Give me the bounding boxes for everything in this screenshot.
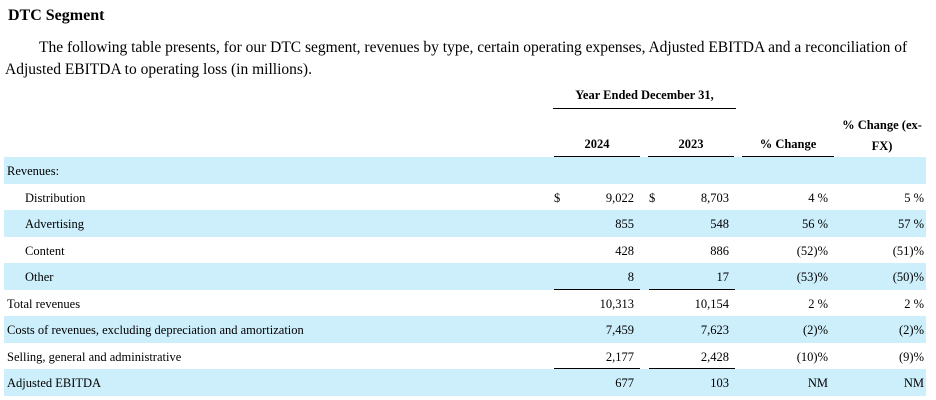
value-2023: 7,623 [700, 323, 729, 337]
currency-symbol: $ [649, 190, 656, 205]
value-pct-change-exfx: 5 % [904, 190, 924, 205]
value-2024: 9,022 [605, 190, 634, 205]
value-pct-change-exfx: (50)% [892, 270, 924, 284]
row-label: Advertising [25, 217, 85, 231]
table-row: Distribution $ 9,022 $ 8,703 4 % 5 % [4, 184, 926, 211]
subtotal-rule [554, 288, 640, 290]
column-header-pct-change: % Change [742, 137, 834, 157]
row-label: Total revenues [7, 296, 81, 311]
table-row: Adjusted EBITDA 677 103 NM NM [4, 369, 926, 396]
value-pct-change-exfx: 2 % [904, 296, 924, 311]
row-label: Content [25, 243, 65, 258]
table-row: Costs of revenues, excluding depreciatio… [4, 316, 926, 343]
value-pct-change: 56 % [801, 217, 828, 231]
table-row: Total revenues 10,313 10,154 2 % 2 % [4, 290, 926, 317]
row-label: Distribution [25, 190, 86, 205]
value-2023: 10,154 [694, 296, 729, 311]
value-pct-change-exfx: (2)% [899, 323, 924, 337]
value-pct-change-exfx: (9)% [899, 349, 924, 364]
value-2024: 8 [627, 270, 634, 284]
intro-paragraph: The following table presents, for our DT… [5, 37, 925, 81]
value-2024: 7,459 [605, 323, 634, 337]
value-pct-change: (53)% [796, 270, 828, 284]
value-pct-change: (10)% [796, 349, 828, 364]
column-header-pct-change-exfx: % Change (ex-FX) [838, 115, 926, 160]
column-header-2024: 2024 [554, 137, 640, 157]
value-2023: 103 [710, 376, 729, 390]
row-label: Revenues: [7, 164, 60, 178]
value-2024: 10,313 [599, 296, 634, 311]
currency-symbol: $ [554, 190, 561, 205]
financial-table: Revenues: Distribution $ 9,022 $ 8,703 4… [4, 157, 926, 396]
table-row: Revenues: [4, 157, 926, 184]
value-pct-change: 4 % [808, 190, 828, 205]
value-2023: 2,428 [700, 349, 729, 364]
row-label: Selling, general and administrative [7, 349, 182, 364]
table-row: Content 428 886 (52)% (51)% [4, 237, 926, 264]
section-heading: DTC Segment [8, 7, 105, 24]
value-pct-change: (2)% [803, 323, 828, 337]
value-2023: 548 [710, 217, 729, 231]
column-header-2023: 2023 [648, 137, 734, 157]
table-row: Other 8 17 (53)% (50)% [4, 263, 926, 290]
table-row: Advertising 855 548 56 % 57 % [4, 210, 926, 237]
value-pct-change-exfx: NM [903, 376, 924, 390]
value-2023: 8,703 [700, 190, 729, 205]
value-2024: 677 [615, 376, 634, 390]
subtotal-rule [649, 368, 735, 369]
row-label: Costs of revenues, excluding depreciatio… [7, 323, 304, 337]
table-row: Selling, general and administrative 2,17… [4, 343, 926, 369]
value-pct-change: NM [807, 376, 828, 390]
value-pct-change: 2 % [808, 296, 828, 311]
value-2024: 2,177 [605, 349, 634, 364]
value-pct-change: (52)% [796, 243, 828, 258]
intro-text: The following table presents, for our DT… [5, 39, 908, 78]
value-2023: 886 [710, 243, 729, 258]
subtotal-rule [554, 368, 640, 369]
period-header: Year Ended December 31, [553, 88, 736, 109]
subtotal-rule [649, 288, 735, 290]
value-2024: 855 [615, 217, 634, 231]
value-pct-change-exfx: 57 % [897, 217, 924, 231]
value-2023: 17 [716, 270, 730, 284]
value-2024: 428 [615, 243, 634, 258]
row-label: Other [25, 270, 54, 284]
value-pct-change-exfx: (51)% [892, 243, 924, 258]
row-label: Adjusted EBITDA [7, 376, 102, 390]
